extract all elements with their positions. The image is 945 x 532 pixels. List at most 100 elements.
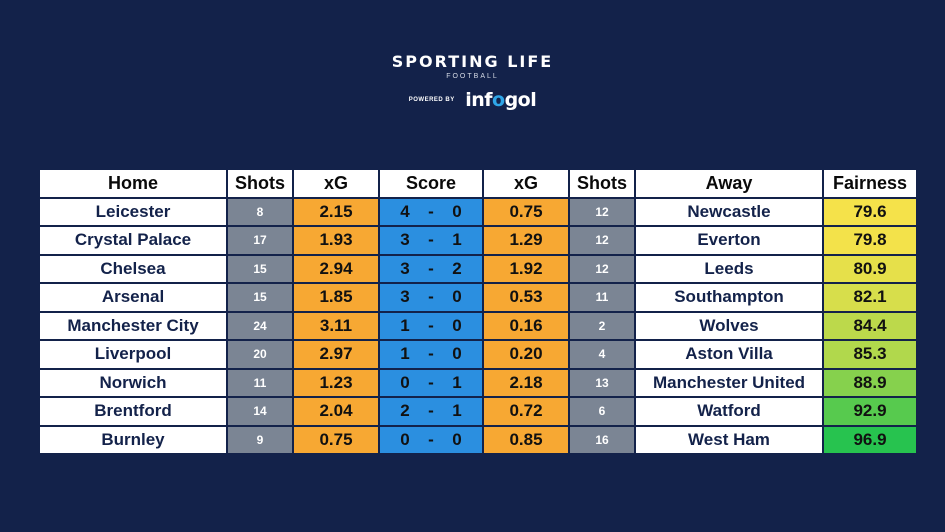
home-shots: 14 xyxy=(228,398,292,425)
away-goals: 1 xyxy=(452,372,462,392)
home-shots: 24 xyxy=(228,312,292,339)
home-goals: 3 xyxy=(400,287,410,307)
away-xg: 0.20 xyxy=(484,341,568,368)
home-shots: 20 xyxy=(228,341,292,368)
away-goals: 2 xyxy=(452,258,462,278)
away-team: Southampton xyxy=(636,284,822,311)
away-goals: 0 xyxy=(452,315,462,335)
home-xg: 2.97 xyxy=(294,341,378,368)
home-goals: 4 xyxy=(400,201,410,221)
away-team: Everton xyxy=(636,227,822,254)
home-team: Arsenal xyxy=(40,284,226,311)
score-cell: 0-0 xyxy=(380,426,482,453)
score-separator: - xyxy=(428,230,434,250)
home-team: Liverpool xyxy=(40,341,226,368)
home-xg: 2.15 xyxy=(294,198,378,225)
home-goals: 2 xyxy=(400,401,410,421)
away-xg: 0.72 xyxy=(484,398,568,425)
home-goals: 0 xyxy=(400,429,410,449)
away-xg: 0.16 xyxy=(484,312,568,339)
brand-header: SPORTING LIFE FOOTBALL POWERED BY infogo… xyxy=(0,52,945,111)
fairness-value: 92.9 xyxy=(824,398,916,425)
score-separator: - xyxy=(428,372,434,392)
header-home-xg: xG xyxy=(294,170,378,197)
away-shots: 12 xyxy=(570,255,634,282)
home-team: Chelsea xyxy=(40,255,226,282)
brand-title: SPORTING LIFE xyxy=(391,52,554,71)
infogol-logo-prefix: inf xyxy=(465,89,493,111)
score-cell: 1-0 xyxy=(380,341,482,368)
score-cell: 1-0 xyxy=(380,312,482,339)
home-xg: 1.85 xyxy=(294,284,378,311)
home-shots: 8 xyxy=(228,198,292,225)
away-goals: 0 xyxy=(452,201,462,221)
home-team: Burnley xyxy=(40,426,226,453)
home-xg: 2.94 xyxy=(294,255,378,282)
header-home-shots: Shots xyxy=(228,170,292,197)
score-cell: 3-1 xyxy=(380,227,482,254)
home-team: Manchester City xyxy=(40,312,226,339)
fairness-value: 82.1 xyxy=(824,284,916,311)
home-shots: 9 xyxy=(228,426,292,453)
score-separator: - xyxy=(428,401,434,421)
fairness-value: 80.9 xyxy=(824,255,916,282)
away-goals: 0 xyxy=(452,344,462,364)
score-cell: 3-2 xyxy=(380,255,482,282)
home-xg: 1.93 xyxy=(294,227,378,254)
score-separator: - xyxy=(428,344,434,364)
away-shots: 13 xyxy=(570,369,634,396)
score-separator: - xyxy=(428,201,434,221)
home-shots: 11 xyxy=(228,369,292,396)
home-team: Norwich xyxy=(40,369,226,396)
xg-table: Home Shots xG Score xG Shots Away Fairne… xyxy=(40,170,916,453)
home-shots: 17 xyxy=(228,227,292,254)
home-goals: 3 xyxy=(400,258,410,278)
home-team: Brentford xyxy=(40,398,226,425)
fairness-value: 84.4 xyxy=(824,312,916,339)
home-xg: 1.23 xyxy=(294,369,378,396)
away-team: Manchester United xyxy=(636,369,822,396)
fairness-value: 79.6 xyxy=(824,198,916,225)
infogol-logo-o: o xyxy=(492,89,505,111)
fairness-value: 88.9 xyxy=(824,369,916,396)
away-shots: 12 xyxy=(570,227,634,254)
away-xg: 0.53 xyxy=(484,284,568,311)
home-xg: 0.75 xyxy=(294,426,378,453)
header-away-shots: Shots xyxy=(570,170,634,197)
away-team: Newcastle xyxy=(636,198,822,225)
score-separator: - xyxy=(428,287,434,307)
score-cell: 3-0 xyxy=(380,284,482,311)
home-team: Crystal Palace xyxy=(40,227,226,254)
away-shots: 6 xyxy=(570,398,634,425)
fairness-value: 79.8 xyxy=(824,227,916,254)
away-goals: 1 xyxy=(452,401,462,421)
away-team: Watford xyxy=(636,398,822,425)
away-goals: 1 xyxy=(452,230,462,250)
header-score: Score xyxy=(380,170,482,197)
powered-by-label: POWERED BY xyxy=(408,97,455,103)
away-shots: 12 xyxy=(570,198,634,225)
score-cell: 4-0 xyxy=(380,198,482,225)
away-xg: 1.29 xyxy=(484,227,568,254)
home-goals: 0 xyxy=(400,372,410,392)
powered-by: POWERED BY infogol xyxy=(0,89,945,111)
away-xg: 1.92 xyxy=(484,255,568,282)
home-shots: 15 xyxy=(228,255,292,282)
away-shots: 4 xyxy=(570,341,634,368)
home-xg: 2.04 xyxy=(294,398,378,425)
away-xg: 0.85 xyxy=(484,426,568,453)
home-team: Leicester xyxy=(40,198,226,225)
away-xg: 0.75 xyxy=(484,198,568,225)
home-goals: 1 xyxy=(400,315,410,335)
away-team: Leeds xyxy=(636,255,822,282)
header-away: Away xyxy=(636,170,822,197)
score-cell: 2-1 xyxy=(380,398,482,425)
away-team: Wolves xyxy=(636,312,822,339)
home-goals: 1 xyxy=(400,344,410,364)
home-shots: 15 xyxy=(228,284,292,311)
header-away-xg: xG xyxy=(484,170,568,197)
away-shots: 16 xyxy=(570,426,634,453)
header-fairness: Fairness xyxy=(824,170,916,197)
home-goals: 3 xyxy=(400,230,410,250)
header-home: Home xyxy=(40,170,226,197)
